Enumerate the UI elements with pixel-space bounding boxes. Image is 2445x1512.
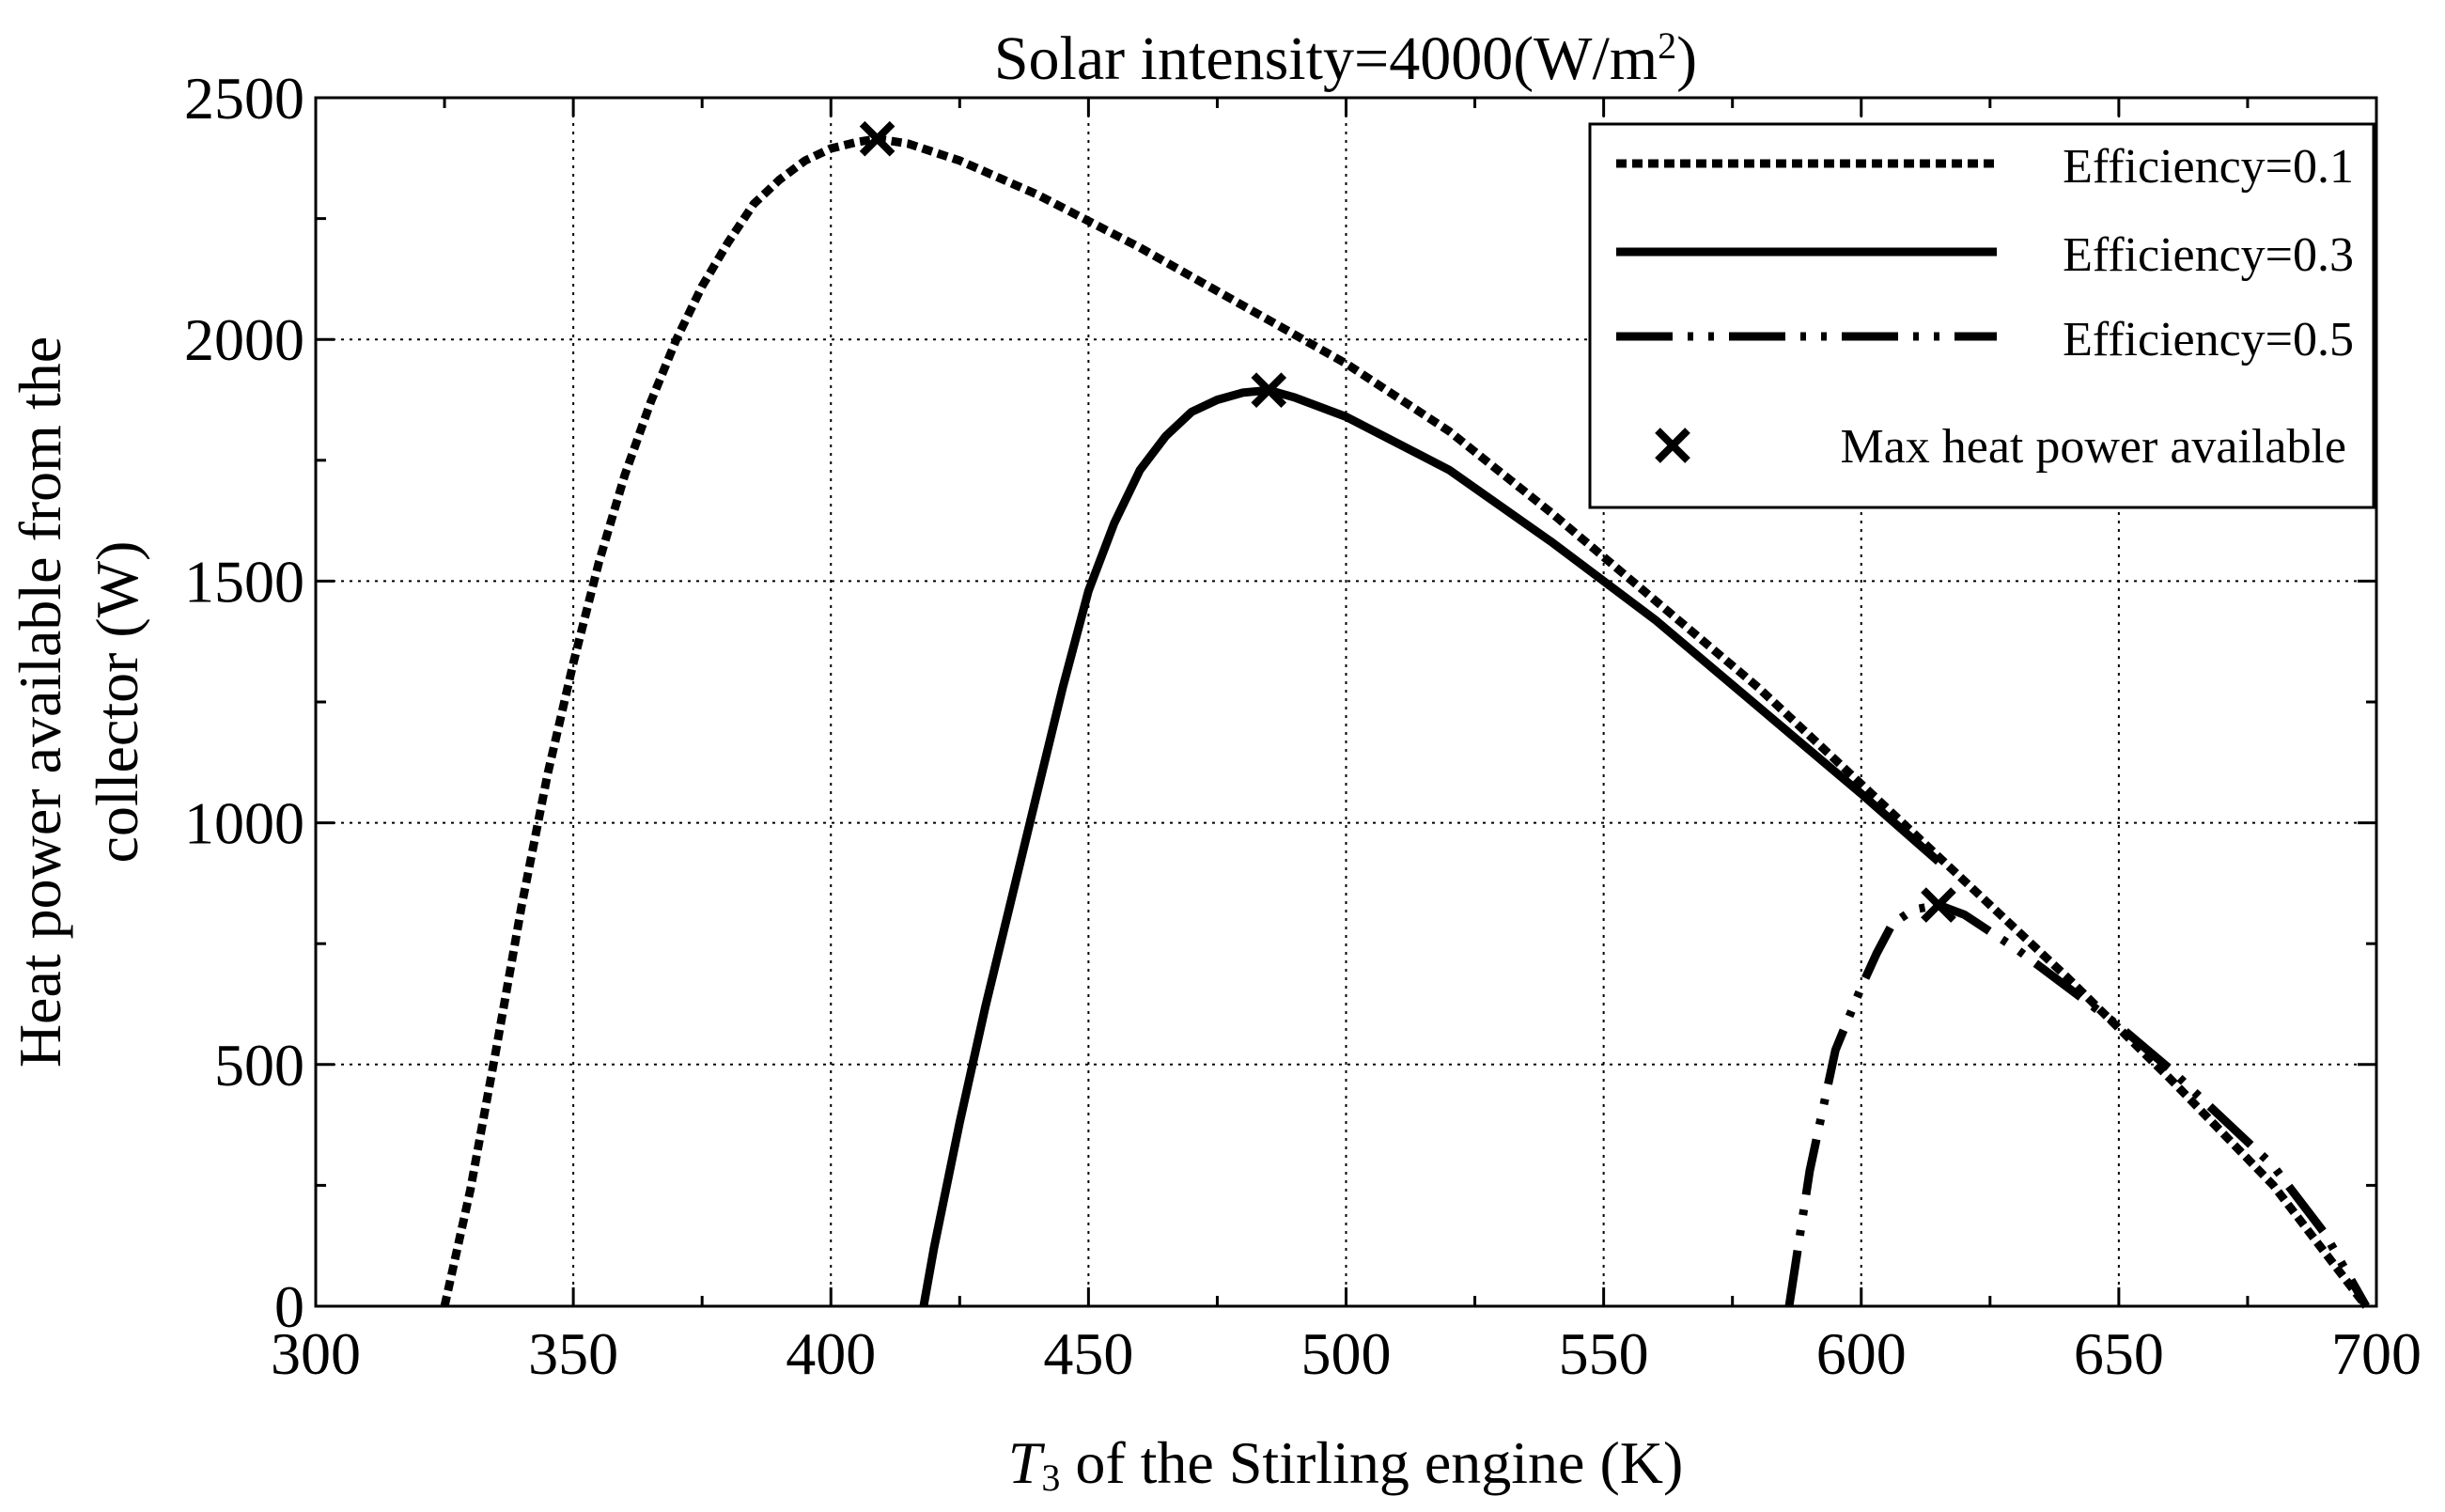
legend: Efficiency=0.1 Efficiency=0.3 Efficiency… bbox=[1588, 122, 2375, 509]
series-line-efficiency-0-5 bbox=[1784, 900, 2370, 1309]
max-power-marker bbox=[1921, 887, 1956, 923]
chart-title: Solar intensity=4000(W/m2) bbox=[994, 24, 1697, 94]
legend-label-eff-0-1: Efficiency=0.1 bbox=[2063, 140, 2354, 194]
legend-label-max: Max heat power available bbox=[1840, 420, 2346, 474]
y-axis-label: Heat power available from the collector … bbox=[7, 336, 150, 1068]
marker-layer bbox=[859, 120, 1956, 923]
x-tick-label: 650 bbox=[2074, 1320, 2164, 1387]
y-axis-label-line1: Heat power available from the bbox=[7, 336, 73, 1068]
x-tick-label: 450 bbox=[1043, 1320, 1133, 1387]
ticks: 300 350 400 450 500 550 600 650 700 0 500 1000 1500 2… bbox=[184, 65, 2422, 1387]
y-tick-label: 0 bbox=[274, 1273, 304, 1340]
y-tick-label: 2500 bbox=[184, 65, 304, 132]
x-tick-label: 300 bbox=[271, 1320, 361, 1387]
series-line-efficiency-0-1 bbox=[440, 134, 2370, 1309]
legend-box bbox=[1588, 122, 2375, 509]
y-tick-label: 1500 bbox=[184, 548, 304, 615]
y-tick-label: 1000 bbox=[184, 790, 304, 857]
x-tick-label: 600 bbox=[1816, 1320, 1907, 1387]
series-line-efficiency-0-3 bbox=[919, 385, 1941, 1307]
y-tick-label: 2000 bbox=[184, 306, 304, 373]
x-tick-label: 400 bbox=[786, 1320, 876, 1387]
x-tick-label: 350 bbox=[528, 1320, 618, 1387]
series-layer bbox=[440, 134, 2370, 1309]
x-tick-label: 550 bbox=[1559, 1320, 1649, 1387]
y-axis-label-line2: collector (W) bbox=[84, 541, 150, 864]
x-axis-label: T3 of the Stirling engine (K) bbox=[1008, 1429, 1684, 1499]
max-power-marker bbox=[859, 120, 895, 157]
legend-marker-x bbox=[1655, 428, 1690, 463]
x-tick-label: 700 bbox=[2331, 1320, 2422, 1387]
max-power-marker bbox=[1251, 372, 1287, 409]
x-tick-label: 500 bbox=[1301, 1320, 1392, 1387]
y-tick-label: 500 bbox=[214, 1032, 304, 1099]
legend-label-eff-0-5: Efficiency=0.5 bbox=[2063, 313, 2354, 366]
legend-label-eff-0-3: Efficiency=0.3 bbox=[2063, 228, 2354, 282]
